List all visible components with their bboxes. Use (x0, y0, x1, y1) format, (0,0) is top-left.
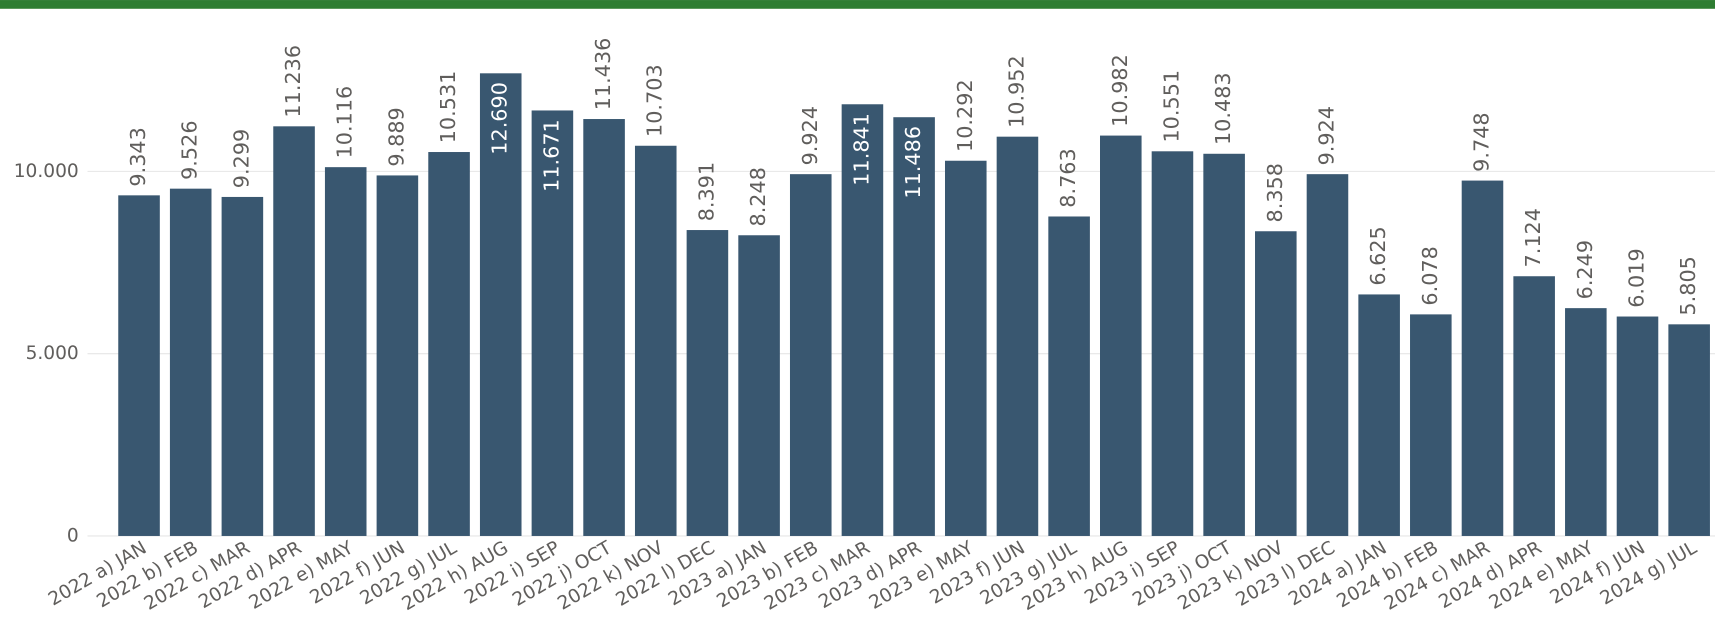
bar (1565, 308, 1607, 536)
data-label: 10.531 (436, 71, 460, 144)
bar (1306, 174, 1349, 536)
bar (944, 160, 987, 536)
bar (1461, 180, 1504, 536)
y-tick-label: 0 (67, 525, 79, 546)
data-label: 10.982 (1108, 54, 1132, 127)
data-label: 6.249 (1573, 240, 1597, 299)
bar (118, 195, 160, 536)
data-label: 8.358 (1263, 163, 1287, 222)
data-label: 12.690 (488, 82, 512, 155)
bar (1203, 153, 1245, 536)
data-label: 8.391 (694, 162, 718, 221)
data-label: 11.236 (281, 45, 305, 118)
data-label: 9.924 (798, 106, 822, 165)
bar (273, 126, 315, 536)
bar (1668, 324, 1710, 536)
bar (996, 136, 1039, 536)
bar (1358, 294, 1400, 536)
bar (686, 230, 729, 536)
data-label: 11.486 (901, 126, 925, 199)
bar (479, 73, 522, 536)
data-label: 9.526 (178, 120, 202, 179)
data-label: 11.671 (539, 119, 563, 192)
bar (1616, 316, 1659, 536)
data-label: 8.248 (746, 167, 770, 226)
bar (221, 196, 264, 536)
data-label: 10.703 (643, 64, 667, 137)
data-label: 9.924 (1314, 106, 1338, 165)
bar (789, 174, 832, 536)
data-label: 5.805 (1676, 256, 1700, 315)
bar (1255, 231, 1297, 536)
bar (1410, 314, 1452, 536)
bar (893, 117, 935, 536)
bar (1100, 135, 1142, 536)
data-label: 6.019 (1624, 248, 1648, 307)
data-label: 10.292 (953, 79, 977, 152)
bar (583, 119, 625, 536)
data-label: 10.952 (1004, 55, 1028, 128)
data-label: 6.625 (1366, 226, 1390, 285)
header-bar (0, 0, 1715, 9)
data-label: 7.124 (1521, 208, 1545, 267)
data-label: 11.841 (849, 113, 873, 186)
bar (169, 188, 212, 536)
y-tick-label: 10.000 (14, 161, 79, 182)
data-label: 9.299 (229, 129, 253, 188)
bar (531, 110, 574, 536)
data-label: 10.483 (1211, 72, 1235, 145)
data-label: 11.436 (591, 38, 615, 111)
bar (738, 235, 780, 536)
bar (1513, 276, 1555, 536)
data-label: 6.078 (1418, 246, 1442, 305)
data-label: 10.116 (333, 86, 357, 159)
data-label: 9.889 (384, 107, 408, 166)
data-label: 8.763 (1056, 148, 1080, 207)
data-label: 9.748 (1469, 112, 1493, 171)
y-tick-label: 5.000 (26, 343, 79, 364)
bar (428, 152, 470, 536)
bar (1151, 151, 1194, 536)
bar (634, 145, 677, 536)
bar (841, 104, 884, 536)
data-label: 10.551 (1159, 70, 1183, 143)
data-label: 9.343 (126, 127, 150, 186)
bar (376, 175, 419, 536)
bar (324, 167, 367, 536)
bar (1048, 216, 1090, 536)
